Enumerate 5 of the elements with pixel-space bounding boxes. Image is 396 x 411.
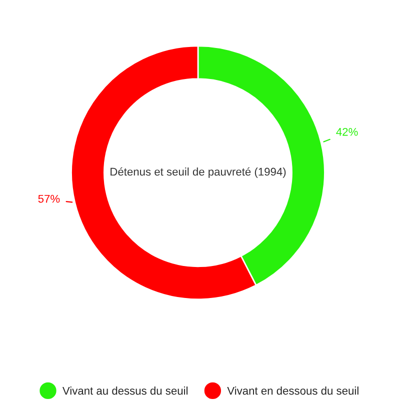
legend-label: Vivant au dessus du seuil bbox=[62, 386, 188, 395]
text: Détenus et seuil de pauvreté (1994) bbox=[110, 167, 286, 178]
data-label: 42% bbox=[336, 128, 358, 136]
data-label: 57% bbox=[38, 194, 60, 203]
legend-label: Vivant en dessous du seuil bbox=[227, 386, 358, 395]
